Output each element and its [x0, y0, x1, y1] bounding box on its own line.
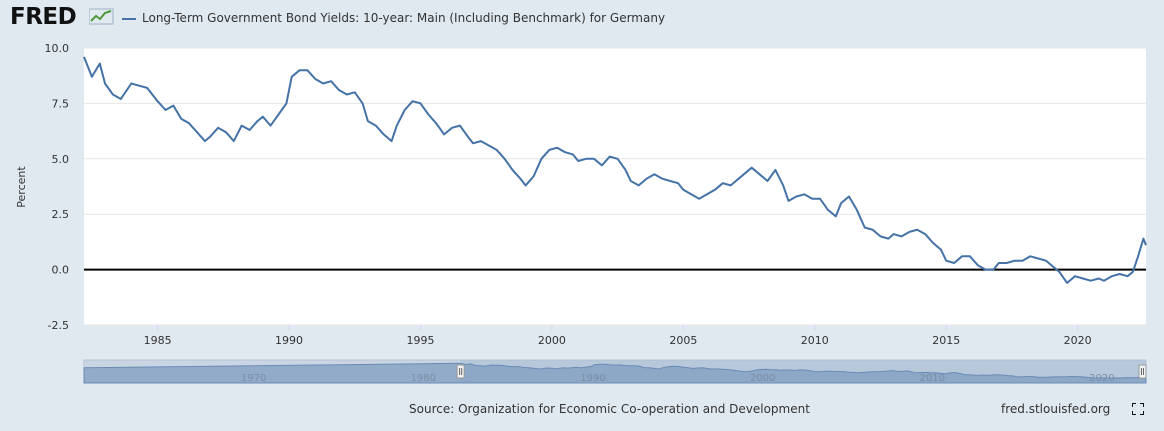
source-note: Source: Organization for Economic Co-ope…	[409, 402, 810, 416]
legend-item[interactable]: Long-Term Government Bond Yields: 10-yea…	[122, 11, 665, 25]
y-tick-label: 2.5	[52, 208, 70, 221]
legend-line-swatch	[122, 17, 136, 20]
x-tick-label: 2015	[932, 334, 960, 347]
x-tick-label: 1995	[406, 334, 434, 347]
x-tick-label: 1990	[275, 334, 303, 347]
y-tick-label: 10.0	[45, 42, 70, 55]
series-layer	[83, 56, 1147, 284]
site-url-link[interactable]: fred.stlouisfed.org	[1001, 402, 1111, 416]
y-tick-label: 7.5	[52, 97, 70, 110]
navigator-series	[83, 362, 1147, 384]
legend-label: Long-Term Government Bond Yields: 10-yea…	[142, 11, 666, 25]
x-axis-ticks: 1985 1990 1995 2000 2005 2010 2015 2020	[144, 325, 1092, 347]
y-tick-label: 5.0	[52, 153, 70, 166]
x-tick-label: 2005	[669, 334, 697, 347]
navigator-left-handle[interactable]	[456, 364, 465, 379]
navigator-label: 2010	[920, 373, 945, 384]
chart[interactable]: 10.0 7.5 5.0 2.5 0.0 -2.5 1985 1990 1995 2000 200…	[0, 0, 1164, 395]
y-axis-ticks: 10.0 7.5 5.0 2.5 0.0 -2.5	[45, 42, 70, 332]
x-tick-label: 1985	[144, 334, 172, 347]
x-tick-label: 2020	[1064, 334, 1092, 347]
navigator-label: 2000	[750, 373, 775, 384]
x-tick-label: 2000	[538, 334, 566, 347]
fullscreen-icon[interactable]	[1132, 403, 1144, 415]
navigator-label: 1990	[580, 373, 605, 384]
plot-area	[84, 48, 1146, 325]
navigator-label: 1980	[411, 373, 436, 384]
logo-chart-icon	[89, 8, 114, 25]
navigator-right-handle[interactable]	[1138, 364, 1147, 379]
navigator-label: 1970	[241, 373, 266, 384]
y-axis-title: Percent	[15, 166, 28, 208]
y-tick-label: 0.0	[52, 264, 70, 277]
y-tick-label: -2.5	[48, 319, 69, 332]
fred-logo[interactable]: FRED	[10, 4, 77, 30]
series-line	[83, 56, 1147, 284]
navigator[interactable]: 1970 1980 1990 2000 2010 2020	[83, 359, 1147, 384]
navigator-label: 2020	[1089, 373, 1114, 384]
chart-header: FRED Long-Term Government Bond Yields: 1…	[0, 0, 1164, 40]
x-tick-label: 2010	[801, 334, 829, 347]
